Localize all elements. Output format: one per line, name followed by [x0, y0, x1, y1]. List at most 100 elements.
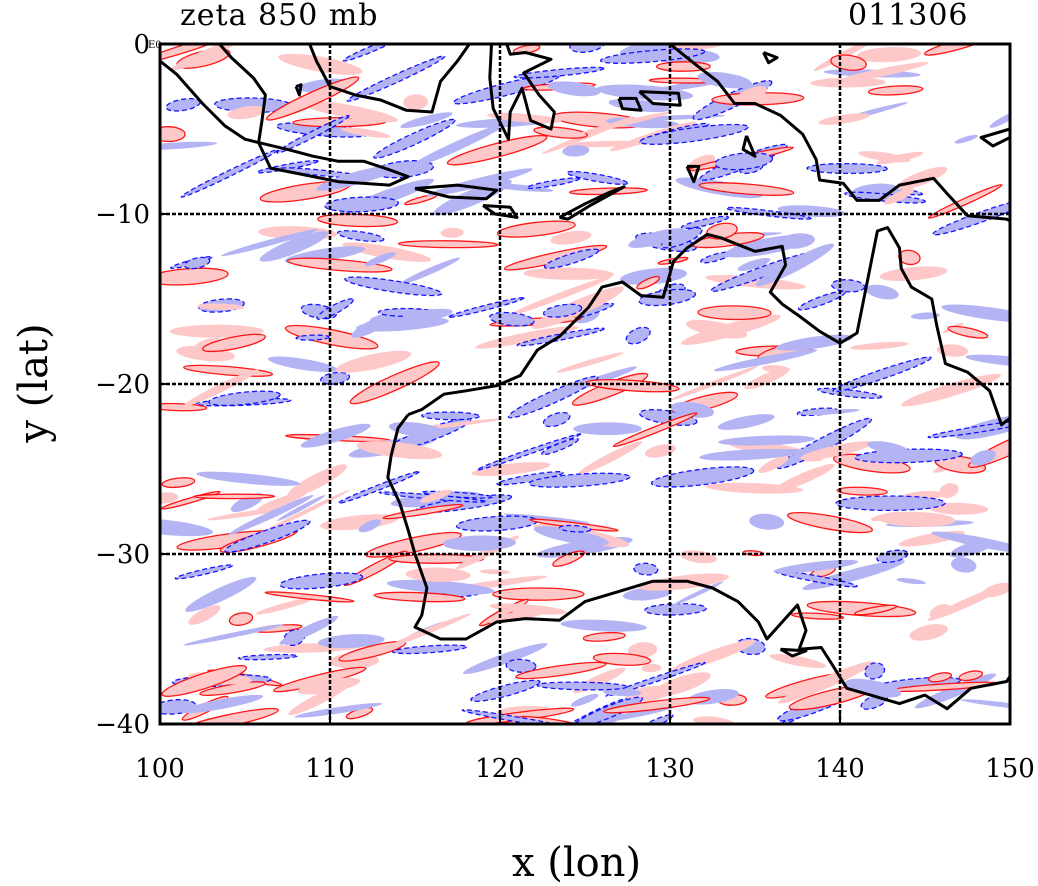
- vorticity-contour: [316, 298, 354, 320]
- vorticity-contour: [867, 85, 924, 96]
- vorticity-contour: [487, 608, 550, 624]
- vorticity-contour: [947, 325, 989, 339]
- vorticity-contour: [471, 462, 551, 477]
- vorticity-contour: [286, 257, 393, 273]
- vorticity-contour: [693, 716, 734, 724]
- vorticity-contour: [346, 55, 446, 102]
- vorticity-contour: [279, 572, 364, 590]
- vorticity-contour: [318, 634, 385, 649]
- vorticity-contour: [193, 493, 276, 500]
- vorticity-contour: [169, 324, 264, 338]
- vorticity-contour: [202, 333, 266, 353]
- coastline: [488, 44, 556, 141]
- vorticity-contour: [300, 423, 371, 448]
- vorticity-contour: [927, 183, 1003, 219]
- vorticity-contour: [562, 145, 590, 157]
- coastline: [558, 185, 626, 221]
- vorticity-field: [160, 44, 1010, 724]
- vorticity-contour: [479, 569, 510, 575]
- vorticity-contour: [227, 105, 266, 120]
- vorticity-contour: [686, 319, 748, 339]
- chart-title: zeta 850 mb: [180, 0, 379, 33]
- vorticity-contour: [294, 702, 383, 718]
- vorticity-contour: [542, 411, 571, 428]
- vorticity-contour: [605, 661, 706, 697]
- vorticity-contour: [442, 535, 516, 551]
- vorticity-contour: [864, 662, 886, 680]
- vorticity-contour: [184, 256, 211, 270]
- vorticity-contour: [185, 576, 257, 612]
- vorticity-contour: [320, 514, 399, 531]
- coastline: [779, 647, 808, 658]
- vorticity-contour: [160, 492, 179, 504]
- vorticity-contour: [207, 506, 291, 521]
- vorticity-contour: [954, 134, 978, 144]
- vorticity-contour: [758, 455, 789, 473]
- vorticity-contour: [296, 99, 398, 123]
- vorticity-contour: [386, 579, 495, 595]
- vorticity-contour: [515, 661, 607, 680]
- vorticity-contour: [879, 266, 948, 282]
- coastline: [294, 83, 303, 97]
- vorticity-contour: [660, 227, 703, 249]
- vorticity-contour: [736, 86, 768, 102]
- vorticity-contour: [548, 81, 601, 97]
- vorticity-contour: [810, 77, 886, 88]
- vorticity-contour: [797, 290, 846, 311]
- vorticity-contour: [533, 526, 609, 546]
- vorticity-contour: [237, 653, 298, 661]
- vorticity-contour: [854, 604, 898, 616]
- x-tick-label: 120: [475, 754, 525, 784]
- vorticity-contour: [901, 373, 1001, 407]
- vorticity-contour: [455, 515, 538, 532]
- vorticity-contour: [705, 274, 806, 290]
- vorticity-contour: [581, 111, 673, 134]
- vorticity-contour: [865, 284, 899, 300]
- vorticity-contour: [724, 234, 811, 258]
- coastline: [762, 51, 779, 65]
- vorticity-contour: [349, 361, 440, 405]
- vorticity-contour: [507, 375, 599, 419]
- vorticity-contour: [705, 482, 804, 494]
- vorticity-contour: [652, 672, 711, 697]
- vorticity-contour: [877, 511, 956, 527]
- vorticity-contour: [832, 356, 932, 393]
- vorticity-contour: [982, 582, 1010, 598]
- vorticity-contour: [772, 463, 835, 493]
- coastline: [685, 164, 701, 184]
- coastline: [741, 135, 757, 158]
- x-tick-label: 110: [305, 754, 355, 784]
- vorticity-contour: [573, 422, 642, 436]
- vorticity-contour: [856, 46, 922, 63]
- vorticity-contour: [941, 304, 1010, 323]
- vorticity-contour: [470, 679, 541, 702]
- vorticity-contour: [183, 624, 284, 646]
- vorticity-contour: [526, 177, 581, 189]
- vorticity-contour: [844, 678, 902, 698]
- vorticity-contour: [566, 170, 629, 185]
- vorticity-contour: [161, 665, 248, 697]
- vorticity-contour: [183, 364, 274, 377]
- vorticity-contour: [180, 149, 279, 198]
- vorticity-contour: [177, 707, 280, 724]
- vorticity-contour: [267, 356, 338, 373]
- y-tick-exponent: E0: [148, 40, 162, 51]
- vorticity-contour: [400, 112, 453, 129]
- vorticity-contour: [364, 252, 397, 267]
- vorticity-contour: [324, 196, 400, 213]
- vorticity-contour: [391, 644, 468, 655]
- vorticity-contour: [582, 631, 626, 642]
- axis-ticks: 100 110 120 130 140 150 0 −10 −20 −30 −40 E0: [95, 30, 1035, 784]
- vorticity-contour: [717, 414, 775, 430]
- vorticity-contour: [950, 557, 977, 573]
- vorticity-contour: [462, 643, 548, 675]
- vorticity-contour: [403, 94, 429, 110]
- vorticity-contour: [755, 243, 835, 287]
- y-tick-label: 0: [133, 30, 150, 60]
- vorticity-contour: [830, 279, 866, 293]
- vorticity-contour: [773, 559, 859, 574]
- vorticity-contour: [639, 123, 749, 145]
- vorticity-contour: [818, 113, 870, 125]
- vorticity-contour: [939, 483, 959, 499]
- vorticity-contour: [570, 693, 599, 707]
